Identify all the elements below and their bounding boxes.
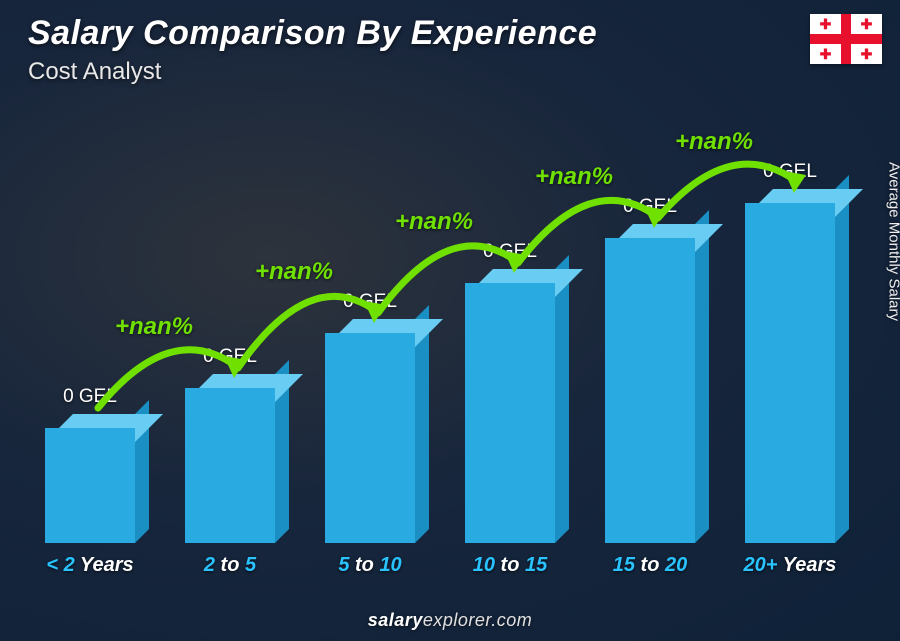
x-axis-label: 15 to 20 xyxy=(580,554,720,577)
chart-subtitle: Cost Analyst xyxy=(28,58,161,86)
bar: 0 GEL xyxy=(20,428,160,543)
bar-value-label: 0 GEL xyxy=(63,386,117,408)
x-axis-label: < 2 Years xyxy=(20,554,160,577)
bar-chart: 0 GEL0 GEL0 GEL0 GEL0 GEL0 GEL < 2 Years… xyxy=(20,110,860,571)
bar: 0 GEL xyxy=(160,388,300,543)
bar-value-label: 0 GEL xyxy=(763,161,817,183)
bar: 0 GEL xyxy=(300,333,440,543)
bar-value-label: 0 GEL xyxy=(343,291,397,313)
footer-brand-rest: explorer.com xyxy=(423,610,532,630)
delta-label: +nan% xyxy=(255,258,333,286)
delta-label: +nan% xyxy=(395,208,473,236)
delta-label: +nan% xyxy=(675,128,753,156)
delta-label: +nan% xyxy=(535,163,613,191)
y-axis-label: Average Monthly Salary xyxy=(886,162,900,321)
georgia-flag-icon: ✚ ✚ ✚ ✚ xyxy=(810,14,882,64)
footer-brand-bold: salary xyxy=(368,610,423,630)
x-axis-label: 10 to 15 xyxy=(440,554,580,577)
x-axis-label: 2 to 5 xyxy=(160,554,300,577)
chart-title: Salary Comparison By Experience xyxy=(28,14,597,53)
bar-value-label: 0 GEL xyxy=(483,241,537,263)
bar: 0 GEL xyxy=(440,283,580,543)
x-axis-label: 5 to 10 xyxy=(300,554,440,577)
bar-value-label: 0 GEL xyxy=(623,196,677,218)
bar: 0 GEL xyxy=(720,203,860,543)
delta-label: +nan% xyxy=(115,313,193,341)
footer-brand: salaryexplorer.com xyxy=(0,610,900,631)
bar-value-label: 0 GEL xyxy=(203,346,257,368)
bar: 0 GEL xyxy=(580,238,720,543)
chart-stage: Salary Comparison By Experience Cost Ana… xyxy=(0,0,900,641)
x-axis-label: 20+ Years xyxy=(720,554,860,577)
